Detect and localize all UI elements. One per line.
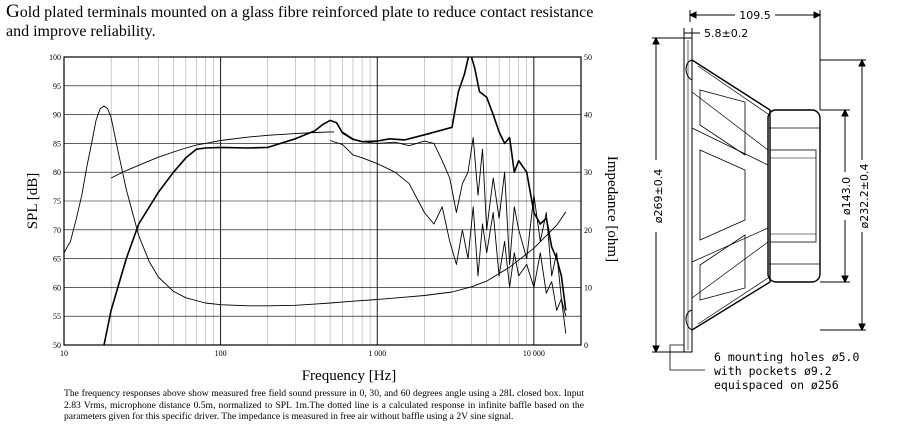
series-line-spl30 bbox=[342, 131, 567, 317]
plot-frame bbox=[63, 56, 582, 346]
dim-cutout-label: ø232.2±0.4 bbox=[858, 164, 871, 229]
driver-drawing bbox=[652, 10, 866, 371]
intro-initial: G bbox=[6, 1, 20, 22]
basket-window-bottom bbox=[699, 234, 746, 301]
series-line-impedance bbox=[64, 105, 567, 307]
y-tick-label: 75 bbox=[53, 197, 61, 206]
y-tick-label: 90 bbox=[53, 111, 61, 120]
y2-tick-label: 50 bbox=[584, 53, 592, 62]
basket-window-mid bbox=[699, 149, 746, 241]
basket-rib-1 bbox=[691, 91, 769, 151]
dim-arrows-outer bbox=[652, 36, 660, 354]
x-tick-label: 10 000 bbox=[523, 349, 545, 358]
dim-arrows-depth bbox=[688, 11, 822, 19]
basket-flange bbox=[683, 37, 693, 353]
drawing-labels: 109.5 5.8±0.2 ø269±0.4 ø143.0 ø232.2±0.4… bbox=[652, 9, 871, 392]
intro-text: Gold plated terminals mounted on a glass… bbox=[6, 2, 596, 41]
y2-tick-label: 30 bbox=[584, 168, 592, 177]
y2-tick-label: 20 bbox=[584, 226, 592, 235]
y-tick-label: 80 bbox=[53, 168, 61, 177]
dim-arrows-cutout bbox=[858, 58, 866, 332]
dim-flange-label: 5.8±0.2 bbox=[704, 27, 748, 40]
basket-rib-2 bbox=[691, 127, 769, 166]
series-line-spl0 bbox=[103, 57, 567, 345]
y-tick-label: 65 bbox=[53, 255, 61, 264]
x-axis-title: Frequency [Hz] bbox=[302, 368, 397, 384]
dim-outer-label: ø269±0.4 bbox=[652, 169, 665, 223]
intro-body: old plated terminals mounted on a glass … bbox=[6, 4, 594, 40]
series-line-infinite bbox=[110, 131, 335, 179]
y-tick-label: 60 bbox=[53, 283, 61, 292]
y2-tick-label: 40 bbox=[584, 111, 592, 120]
y-tick-label: 50 bbox=[53, 341, 61, 350]
y-tick-label: 95 bbox=[53, 82, 61, 91]
y2-tick-label: 10 bbox=[584, 283, 592, 292]
x-tick-label: 1 000 bbox=[368, 349, 386, 358]
basket-line-2 bbox=[697, 277, 769, 325]
y-axis-title: SPL [dB] bbox=[25, 173, 41, 230]
dim-depth-label: 109.5 bbox=[739, 9, 771, 22]
mounting-note-line-1: 6 mounting holes ø5.0 bbox=[714, 350, 859, 364]
basket-window-top bbox=[699, 89, 746, 156]
surround-top bbox=[685, 59, 693, 81]
x-tick-label: 100 bbox=[215, 349, 227, 358]
note-leader bbox=[669, 344, 705, 371]
y-tick-label: 70 bbox=[53, 226, 61, 235]
basket-line-1 bbox=[697, 65, 769, 115]
chart-caption: The frequency responses above show measu… bbox=[64, 388, 584, 422]
magnet-core bbox=[769, 149, 817, 243]
mounting-note-line-2: with pockets ø9.2 bbox=[714, 364, 832, 378]
magnet-outline bbox=[767, 109, 821, 283]
y-tick-label: 85 bbox=[53, 139, 61, 148]
x-tick-label: 10 bbox=[60, 349, 68, 358]
series-line-spl60 bbox=[329, 140, 567, 334]
chart-grid bbox=[64, 56, 581, 346]
y-tick-label: 100 bbox=[49, 53, 61, 62]
y-tick-label: 55 bbox=[53, 312, 61, 321]
surround-bottom bbox=[685, 309, 693, 331]
chart-series bbox=[64, 57, 567, 345]
basket-rib-4 bbox=[691, 241, 769, 299]
y2-tick-label: 0 bbox=[584, 341, 588, 350]
y2-axis-title: Impedance [ohm] bbox=[604, 156, 620, 262]
mounting-note-line-3: equispaced on ø256 bbox=[714, 378, 839, 392]
dim-arrows-magnet bbox=[841, 108, 849, 284]
dim-magnet-label: ø143.0 bbox=[840, 177, 853, 215]
